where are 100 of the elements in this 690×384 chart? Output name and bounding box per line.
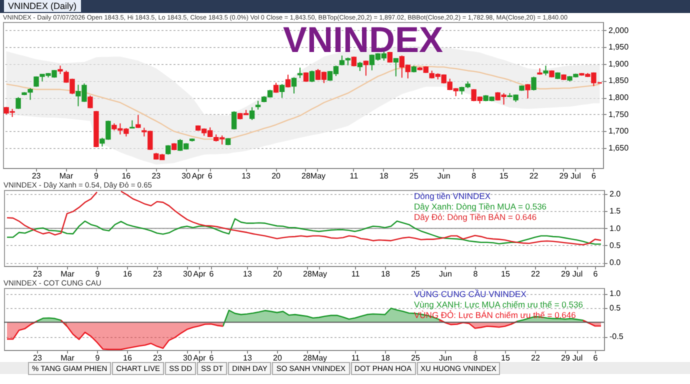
x-tick-label: 25: [411, 270, 420, 278]
candlestick: [16, 96, 21, 110]
x-tick-label: Jul: [572, 354, 583, 362]
x-tick-label: 22: [531, 270, 540, 278]
x-tick-label: 6: [593, 354, 598, 362]
x-tick-label: 29: [561, 354, 570, 362]
x-tick-label: 22: [529, 172, 539, 180]
y-tick-label: 1,850: [608, 76, 630, 86]
candlestick: [363, 60, 369, 76]
y-tick-label: 1,650: [608, 143, 630, 152]
x-tick-label: 13: [243, 354, 252, 362]
y-tick-label: 0.5: [610, 304, 622, 312]
x-tick-label: 15: [501, 354, 510, 362]
candlestick: [309, 70, 315, 83]
x-tick-label: 18: [379, 172, 389, 180]
x-tick-label: 15: [501, 270, 510, 278]
x-tick-label: 11: [351, 270, 360, 278]
x-tick-label: May: [312, 270, 328, 278]
x-tick-label: 23: [33, 270, 42, 278]
x-tick-label: 28: [303, 354, 312, 362]
x-tick-label: 9: [95, 270, 100, 278]
candlestick: [357, 61, 363, 72]
x-tick-label: 6: [209, 270, 214, 278]
x-tick-label: 6: [209, 354, 214, 362]
x-tick-label: May: [310, 172, 326, 180]
candlestick: [393, 58, 399, 77]
y-tick-label: 2,000: [608, 26, 630, 35]
legend-title: Dòng tiền VNINDEX: [414, 191, 491, 201]
x-tick-label: Jun: [439, 354, 452, 362]
x-tick-label: 6: [208, 172, 213, 180]
candlestick: [166, 144, 171, 156]
series-label: Vùng XANH: Lực MUA chiếm ưu thế = 0.536: [414, 300, 584, 310]
series-label: Dây Đỏ: Dòng Tiền BÁN = 0.646: [414, 212, 537, 222]
x-tick-label: 25: [409, 172, 419, 180]
candlestick: [136, 114, 141, 129]
candlestick: [525, 84, 530, 100]
y-tick-label: 1,900: [608, 59, 630, 68]
x-tick-label: 30: [182, 172, 192, 180]
x-tick-label: Jul: [570, 172, 582, 180]
y-tick-label: 1,950: [608, 42, 630, 52]
candlestick: [279, 84, 285, 98]
x-tick-label: 18: [381, 354, 390, 362]
x-tick-label: 9: [95, 354, 100, 362]
x-tick-label: 18: [381, 270, 390, 278]
x-tick-label: Apr: [193, 270, 206, 278]
x-tick-label: Mar: [60, 354, 75, 362]
x-tick-label: 23: [33, 354, 42, 362]
y-tick-label: 1.0: [610, 224, 622, 233]
y-tick-label: 1,700: [608, 126, 630, 136]
x-tick-label: Apr: [192, 172, 205, 180]
x-tick-label: 8: [473, 354, 478, 362]
candlestick: [351, 56, 357, 67]
x-tick-label: 13: [242, 172, 252, 180]
candlestick: [273, 82, 279, 94]
x-tick-label: 9: [94, 172, 99, 180]
x-tick-label: 11: [350, 172, 359, 180]
y-tick-label: 2.0: [610, 190, 622, 199]
x-tick-label: 23: [152, 172, 162, 180]
candlestick: [531, 76, 536, 91]
x-tick-label: 20: [273, 354, 282, 362]
y-tick-label: -0.5: [610, 332, 624, 342]
x-tick-label: Apr: [193, 354, 206, 362]
candlestick: [249, 106, 255, 121]
text: VNINDEX (Daily): [4, 0, 81, 12]
candlestick: [291, 76, 297, 94]
candlestick: [285, 74, 291, 88]
x-tick-label: 13: [243, 270, 252, 278]
x-tick-label: 29: [561, 270, 570, 278]
y-tick-label: 1.5: [610, 206, 622, 216]
y-tick-label: 0.5: [610, 240, 622, 250]
candlestick: [88, 95, 93, 109]
x-tick-label: 22: [531, 354, 540, 362]
y-tick-label: 1,750: [608, 110, 630, 119]
x-tick-label: 15: [499, 172, 509, 180]
candlestick: [231, 110, 237, 130]
x-tick-label: 16: [122, 172, 132, 180]
x-tick-label: 16: [123, 354, 132, 362]
candlestick: [28, 88, 33, 100]
candlestick: [543, 65, 548, 76]
legend-title: VÙNG CUNG CẦU VNINDEX: [414, 289, 527, 299]
x-tick-label: 11: [351, 354, 360, 362]
x-tick-label: 30: [183, 354, 192, 362]
x-tick-label: Jun: [439, 270, 452, 278]
x-tick-label: 8: [473, 270, 478, 278]
x-tick-label: 6: [591, 172, 596, 180]
x-tick-label: 28: [303, 270, 312, 278]
y-tick-label: 1,800: [608, 93, 630, 102]
x-tick-label: 20: [273, 270, 282, 278]
x-tick-label: 30: [183, 270, 192, 278]
x-tick-label: May: [312, 354, 328, 362]
y-tick-label: 1.0: [610, 289, 622, 298]
candlestick: [297, 67, 303, 79]
x-tick-label: 23: [153, 270, 162, 278]
x-tick-label: Jul: [572, 270, 583, 278]
series-label: Dây Xanh: Dòng Tiền MUA = 0.536: [414, 202, 547, 212]
x-tick-label: 28: [302, 172, 311, 180]
x-tick-label: 25: [411, 354, 420, 362]
x-tick-label: 8: [472, 172, 477, 180]
x-tick-label: Mar: [60, 270, 75, 278]
x-tick-label: 29: [559, 172, 569, 180]
